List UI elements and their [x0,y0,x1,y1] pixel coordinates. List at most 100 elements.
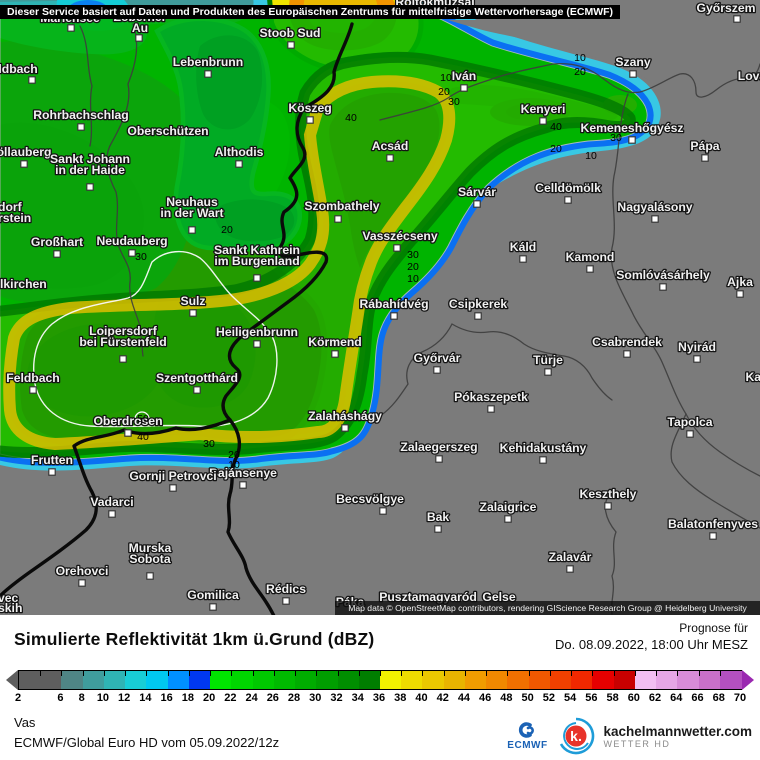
brand-wordmark[interactable]: kachelmannwetter.com WETTER HD [603,723,752,749]
town-label: Oberschützen [127,124,208,138]
map-attribution: Map data © OpenStreetMap contributors, r… [335,601,760,615]
scale-tick [571,671,573,676]
town-marker [544,368,552,376]
town-marker [20,160,28,168]
town-marker [709,532,717,540]
town-label: Bajánsenye [209,466,277,480]
town-marker [169,484,177,492]
town-label: Heiligenbrunn [216,325,298,339]
town-label: rstein [0,211,31,225]
scale-segment [82,671,105,689]
contour-label: 10 [407,273,419,285]
town-label: elkirchen [0,277,47,291]
town-label: Rohrbachschlag [33,108,129,122]
town-label: Bak [427,510,450,524]
scale-tick [295,671,297,676]
scale-value-label: 22 [224,692,237,704]
town-marker [331,350,339,358]
town-label: Murska Sobota [129,541,172,566]
scale-tick [592,671,594,676]
scale-value-label: 30 [309,692,322,704]
town-label: Nyirád [678,340,716,354]
scale-value-label: 2 [14,692,22,704]
contour-label: 10 [585,150,597,162]
town-marker [604,502,612,510]
county-border-lines [79,23,760,615]
ecmwf-logo-icon [519,721,535,738]
town-label: skih [0,601,22,615]
town-label: Rédics [266,582,306,596]
town-label: Szentgotthárd [156,371,238,385]
page-title: Simulierte Reflektivität 1km ü.Grund (dB… [14,629,375,649]
town-marker [379,507,387,515]
town-label: Szany [615,55,650,69]
town-label: Kap [745,370,760,384]
kachelmann-k: k. [571,728,583,744]
scale-segment [273,671,296,689]
town-label: Sárvár [458,185,496,199]
scale-tick [464,671,466,676]
scale-segment [295,671,317,689]
scale-tick [252,671,254,676]
town-label: Sankt Kathrein im Burgenland [214,243,300,268]
scale-value-label: 28 [287,692,301,704]
ecmwf-logo[interactable]: ECMWF [505,721,549,751]
scale-bar [18,670,742,690]
town-label: Althodis [215,145,264,159]
town-label: Csipkerek [449,297,507,311]
town-marker [659,283,667,291]
town-marker [188,226,196,234]
town-marker [306,116,314,124]
town-marker [209,603,217,611]
scale-tick [210,671,212,676]
town-label: Gomilica [187,588,239,602]
town-marker [287,41,295,49]
town-marker [539,117,547,125]
scale-tick [443,671,445,676]
town-marker [628,136,636,144]
scale-tick [486,671,488,676]
town-label: öllauberg [0,145,51,159]
town-marker [193,386,201,394]
scale-tick [188,671,190,676]
scale-value-label: 40 [415,692,428,704]
town-label: Celldömölk [535,181,601,195]
scale-value-label: 50 [521,692,534,704]
scale-value-label: 44 [457,692,471,704]
contour-label: 30 [203,438,215,450]
scale-segment [167,671,190,689]
region-label: Vas [14,715,36,730]
dbz-color-scale: 2 6 8 10 12 14 16 18 20 22 24 26 28 30 32 34 36 38 40 42 44 4… [0,668,760,710]
scale-segment [61,671,84,689]
town-marker [390,312,398,320]
scale-segment [40,671,63,689]
map-canvas[interactable]: RöjtökmuzsajGyőrszemMarienseeZöbernerAuS… [0,0,760,615]
town-label: Ajka [727,275,753,289]
contour-label: 20 [228,449,240,461]
scale-segment [103,671,126,689]
town-label: Somlóvásárhely [616,268,710,282]
scale-segment [698,671,721,689]
scale-tick [634,671,636,676]
scale-value-label: 16 [160,692,173,704]
town-label: vec [0,591,19,605]
contour-label: 40 [137,431,149,443]
contour-label: 30 [610,132,622,144]
town-label: Sulz [180,294,205,308]
town-label: Tapolca [667,415,712,429]
model-run-label: ECMWF/Global Euro HD vom 05.09.2022/12z [14,735,280,750]
town-label: Neuhaus in der Wart [160,195,223,220]
contour-label: 20 [407,261,419,273]
scale-segment [358,671,381,689]
town-label: Acsád [372,139,409,153]
town-label: Iván [452,69,476,83]
scale-value-label: 32 [330,692,343,704]
town-label: Orehovci [56,564,109,578]
contour-label: 50 [137,413,149,425]
kachelmann-logo[interactable]: k. [557,717,595,755]
town-label: Szombathely [304,199,379,213]
scale-segment [507,671,530,689]
town-marker [108,510,116,518]
scale-segment [337,671,360,689]
